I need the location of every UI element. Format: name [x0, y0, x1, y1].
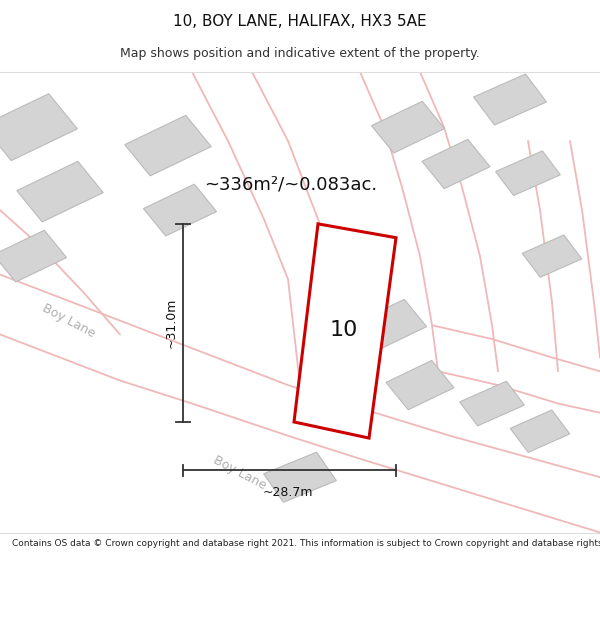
Text: ~31.0m: ~31.0m	[164, 298, 178, 348]
Text: Boy Lane: Boy Lane	[211, 453, 269, 492]
Polygon shape	[371, 101, 445, 153]
Polygon shape	[422, 139, 490, 189]
Polygon shape	[263, 452, 337, 503]
Polygon shape	[0, 230, 67, 282]
Polygon shape	[473, 74, 547, 125]
Polygon shape	[353, 299, 427, 351]
Text: ~336m²/~0.083ac.: ~336m²/~0.083ac.	[204, 176, 377, 194]
Text: Map shows position and indicative extent of the property.: Map shows position and indicative extent…	[120, 47, 480, 60]
Text: Contains OS data © Crown copyright and database right 2021. This information is : Contains OS data © Crown copyright and d…	[12, 539, 600, 548]
Polygon shape	[386, 361, 454, 410]
Polygon shape	[510, 410, 570, 452]
Polygon shape	[522, 235, 582, 278]
Polygon shape	[294, 224, 396, 438]
Text: 10, BOY LANE, HALIFAX, HX3 5AE: 10, BOY LANE, HALIFAX, HX3 5AE	[173, 14, 427, 29]
Polygon shape	[460, 381, 524, 426]
Text: ~28.7m: ~28.7m	[263, 486, 313, 499]
Polygon shape	[143, 184, 217, 236]
Polygon shape	[0, 94, 77, 161]
Text: 10: 10	[330, 321, 358, 341]
Text: Boy Lane: Boy Lane	[40, 301, 98, 340]
Polygon shape	[17, 161, 103, 222]
Polygon shape	[496, 151, 560, 196]
Polygon shape	[125, 115, 211, 176]
